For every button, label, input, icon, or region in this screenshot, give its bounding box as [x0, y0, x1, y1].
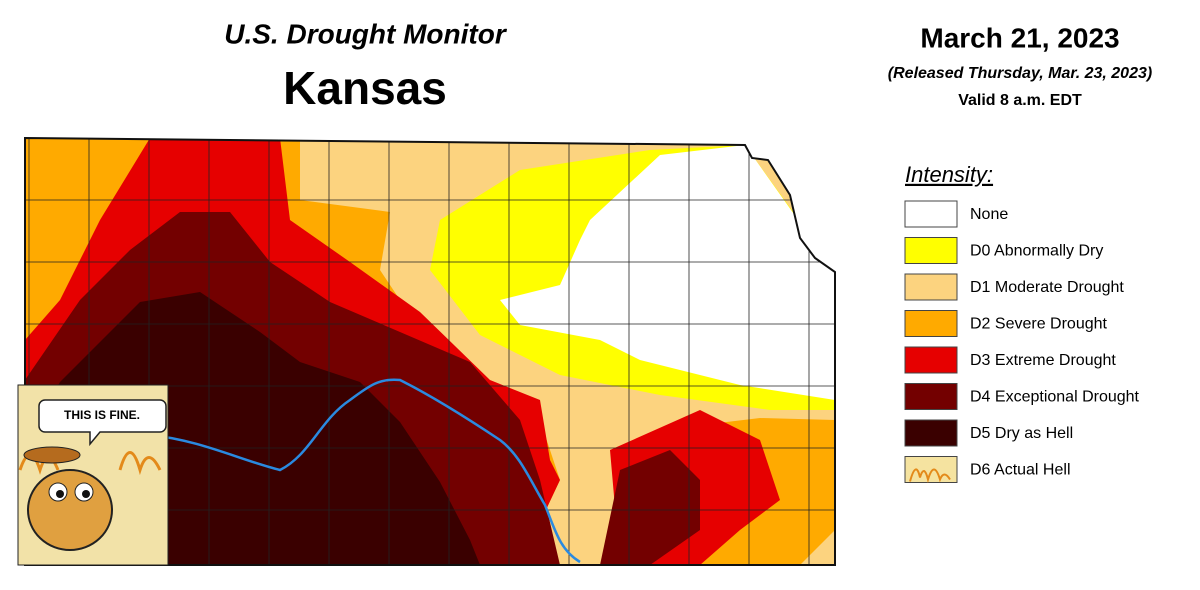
region — [500, 145, 835, 400]
legend-label: D2 Severe Drought — [970, 316, 1108, 333]
legend-swatch — [904, 200, 958, 228]
date: March 21, 2023 — [920, 22, 1119, 53]
valid-time: Valid 8 a.m. EDT — [958, 92, 1082, 109]
legend-label: D1 Moderate Drought — [970, 279, 1124, 296]
legend-flames — [909, 468, 951, 484]
state-name: Kansas — [283, 62, 447, 114]
legend-swatch — [904, 383, 958, 410]
meme-panel: THIS IS FINE. — [17, 384, 169, 566]
speech-bubble — [38, 399, 167, 447]
legend-title: Intensity: — [905, 162, 993, 187]
state-outline — [24, 136, 836, 566]
meme-caption: THIS IS FINE. — [64, 408, 140, 422]
legend-label: D4 Exceptional Drought — [970, 389, 1140, 406]
legend-swatch — [904, 273, 958, 301]
legend-swatch — [904, 237, 958, 264]
legend-label: D5 Dry as Hell — [970, 425, 1073, 442]
legend-swatch — [904, 310, 958, 337]
legend-swatch — [904, 419, 958, 447]
pupil — [56, 490, 64, 498]
legend-label: None — [970, 206, 1008, 223]
legend-label: D0 Abnormally Dry — [970, 243, 1103, 260]
released: (Released Thursday, Mar. 23, 2023) — [888, 65, 1152, 82]
legend: None D0 Abnormally Dry D1 Moderate Drought… — [904, 200, 1140, 484]
legend-swatch — [904, 346, 958, 374]
dog — [27, 469, 113, 551]
pupil — [82, 490, 90, 498]
legend-label: D3 Extreme Drought — [970, 352, 1116, 369]
legend-label: D6 Actual Hell — [970, 462, 1071, 479]
hat — [23, 446, 81, 464]
region — [600, 450, 700, 565]
title: U.S. Drought Monitor — [224, 18, 508, 49]
